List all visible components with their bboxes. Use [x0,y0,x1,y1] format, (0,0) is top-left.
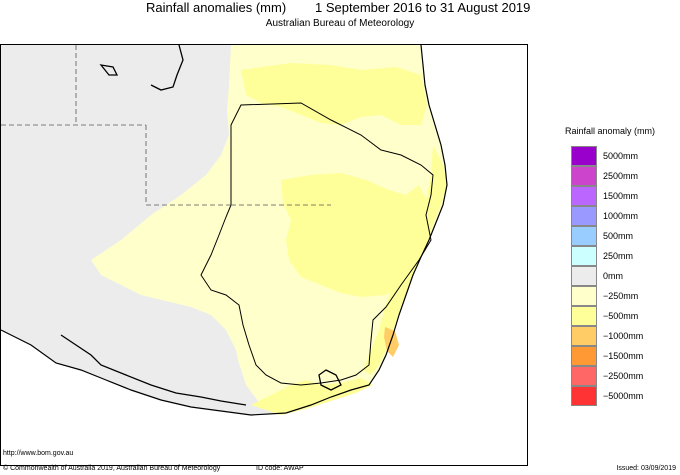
rainfall-anomaly-map [0,44,528,466]
legend-item: 5000mm [571,146,676,166]
legend-label: 0mm [603,271,623,281]
legend-swatch [571,266,597,286]
zero-contour [60,45,342,406]
issued-date: Issued: 03/09/2019 [616,465,676,472]
state-border-dashed [1,45,331,206]
legend-swatch [571,386,597,406]
legend-swatch [571,366,597,386]
legend-title: Rainfall anomaly (mm) [564,126,656,136]
region-minus-500-central [281,173,431,297]
source-url[interactable]: http://www.bom.gov.au [3,450,74,457]
legend-swatch [571,246,597,266]
legend-item: 0mm [571,266,676,286]
legend-label: 5000mm [603,151,639,161]
region-minus-500-coast [363,145,447,375]
legend-item: −500mm [571,306,676,326]
legend-label: −1500mm [603,351,644,361]
region-grey-inland [81,275,241,395]
legend-label: 500mm [603,231,634,241]
legend-swatch [571,166,597,186]
ocean [1,45,527,465]
legend-swatch [571,326,597,346]
footer: © Commonwealth of Australia 2019, Austra… [0,465,680,475]
copyright-text: © Commonwealth of Australia 2019, Austra… [3,465,221,472]
map-canvas [1,45,527,465]
region-minus-500-south [251,378,373,415]
legend-swatch [571,186,597,206]
map-period: 1 September 2016 to 31 August 2019 [315,0,531,15]
legend-item: 250mm [571,246,676,266]
legend-label: 250mm [603,251,634,261]
legend-item: 1000mm [571,206,676,226]
legend-item: 500mm [571,226,676,246]
map-subtitle: Australian Bureau of Meteorology [265,18,415,29]
legend-label: −250mm [603,291,639,301]
legend-item: −1500mm [571,346,676,366]
region-minus-500-north [241,63,427,125]
coastline [1,45,448,416]
legend: 5000mm 2500mm 1500mm 1000mm 500mm 250mm … [571,146,676,406]
legend-label: −5000mm [603,391,644,401]
legend-swatch [571,306,597,326]
legend-swatch [571,226,597,246]
legend-label: −2500mm [603,371,644,381]
legend-item: −1000mm [571,326,676,346]
legend-item: −5000mm [571,386,676,406]
legend-item: 1500mm [571,186,676,206]
state-border [200,102,434,386]
legend-swatch [571,346,597,366]
legend-label: −1000mm [603,331,644,341]
map-header: Rainfall anomalies (mm) 1 September 2016… [0,0,680,20]
legend-swatch [571,206,597,226]
id-code: ID code: AWAP [256,465,304,472]
map-title: Rainfall anomalies (mm) [146,0,287,15]
legend-label: 1500mm [603,191,639,201]
legend-swatch [571,146,597,166]
legend-item: −2500mm [571,366,676,386]
legend-item: 2500mm [571,166,676,186]
legend-swatch [571,286,597,306]
legend-label: 1000mm [603,211,639,221]
legend-label: 2500mm [603,171,639,181]
legend-label: −500mm [603,311,639,321]
legend-item: −250mm [571,286,676,306]
region-minus-250 [91,45,447,413]
